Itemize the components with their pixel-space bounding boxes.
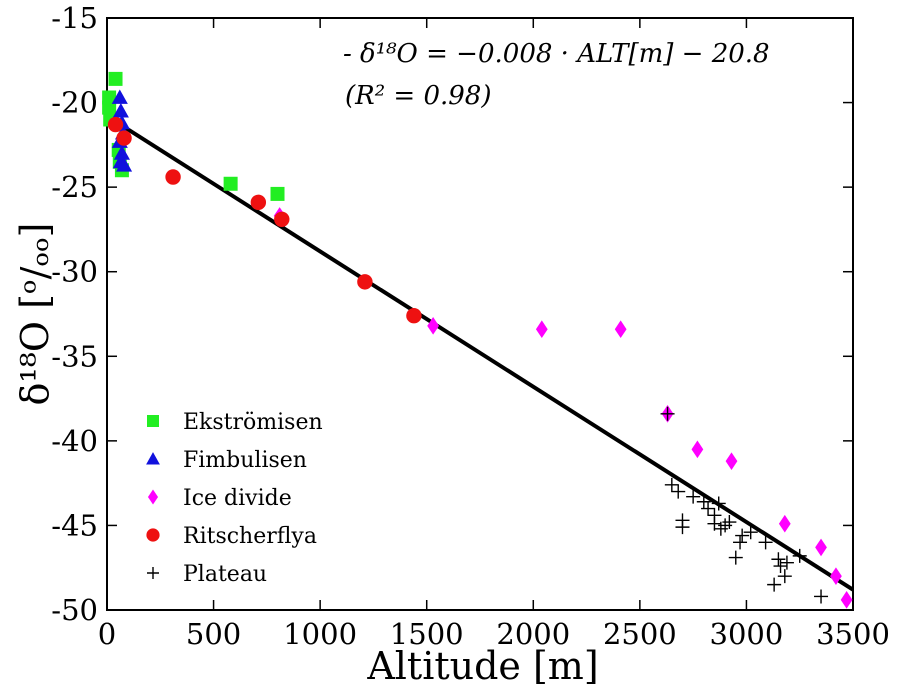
x-axis: 0 500 1000 1500 2000 2500 3000 3500 <box>98 18 890 651</box>
data-point <box>614 320 627 339</box>
y-axis-title: δ¹⁸O [ᵒ/ₒₒ] <box>13 223 57 406</box>
legend-label: Ice divide <box>183 486 292 511</box>
data-point <box>671 484 686 499</box>
data-point <box>165 169 181 185</box>
legend-label: Ekströmisen <box>183 410 323 435</box>
data-point <box>535 320 548 339</box>
regression-line <box>105 114 855 592</box>
data-point <box>711 496 726 511</box>
x-tick-label: 1000 <box>283 617 357 651</box>
data-point <box>270 186 285 201</box>
plot-frame <box>106 17 854 611</box>
x-tick-label: 3000 <box>710 617 784 651</box>
data-point <box>102 100 117 115</box>
legend-label: Plateau <box>183 562 267 587</box>
data-point <box>691 440 704 459</box>
legend-marker <box>147 489 159 505</box>
series-circle <box>107 116 422 324</box>
legend: Ekströmisen Fimbulisen Ice divide Ritscherf… <box>146 410 323 587</box>
legend-marker <box>147 567 159 579</box>
data-point <box>830 567 842 585</box>
data-point <box>773 559 788 574</box>
x-axis-title: Altitude [m] <box>366 644 598 688</box>
data-point <box>771 552 786 567</box>
data-point <box>814 589 829 604</box>
data-point <box>733 535 748 550</box>
data-point <box>767 577 782 592</box>
data-point <box>113 145 130 160</box>
data-point <box>778 514 791 533</box>
data-point <box>357 274 373 290</box>
y-tick-label: -30 <box>51 255 98 289</box>
data-point <box>758 535 773 550</box>
annotation-r-squared: (R² = 0.98) <box>345 81 492 111</box>
data-point <box>660 406 675 421</box>
data-point <box>701 501 716 516</box>
y-tick-label: -50 <box>51 593 98 627</box>
legend-label: Fimbulisen <box>183 448 307 473</box>
data-point <box>792 548 807 563</box>
data-point <box>223 176 238 191</box>
y-tick-label: -35 <box>51 339 98 373</box>
fit-annotation: - δ¹⁸O = −0.008 · ALT[m] − 20.8 (R² = 0.… <box>343 39 770 111</box>
data-point <box>675 520 690 535</box>
data-point <box>406 307 422 324</box>
data-point <box>116 130 132 146</box>
x-tick-label: 3500 <box>816 617 890 651</box>
y-tick-label: -25 <box>51 170 98 204</box>
y-tick-label: -15 <box>51 1 98 35</box>
legend-marker <box>146 528 160 542</box>
series-plus <box>660 406 829 604</box>
legend-label: Ritscherflya <box>183 524 317 549</box>
data-point <box>274 211 290 227</box>
data-points <box>102 71 853 609</box>
legend-marker <box>147 415 159 427</box>
data-point <box>112 102 129 118</box>
x-tick-label: 1500 <box>390 617 464 651</box>
data-point <box>427 317 439 335</box>
data-point <box>664 477 679 492</box>
data-point <box>743 525 758 540</box>
x-tick-label: 2000 <box>496 617 570 651</box>
y-tick-label: -40 <box>51 424 98 458</box>
x-tick-label: 500 <box>186 617 241 651</box>
data-point <box>728 550 743 565</box>
data-point <box>108 71 123 86</box>
x-tick-label: 0 <box>98 617 116 651</box>
data-point <box>779 555 794 570</box>
data-point <box>725 452 738 470</box>
y-tick-label: -20 <box>51 86 98 120</box>
legend-marker <box>146 452 160 465</box>
x-tick-label: 2500 <box>603 617 677 651</box>
annotation-equation: - δ¹⁸O = −0.008 · ALT[m] − 20.8 <box>343 39 770 69</box>
data-point <box>107 116 124 133</box>
y-axis: -50 -45 -40 -35 -30 -25 -20 -15 <box>51 1 853 627</box>
data-point <box>116 157 133 172</box>
y-tick-label: -45 <box>51 508 98 542</box>
data-point <box>840 591 853 609</box>
data-point <box>722 515 737 530</box>
data-point <box>686 489 701 504</box>
data-point <box>777 569 792 584</box>
data-point <box>111 89 128 104</box>
data-point <box>815 538 827 557</box>
data-point <box>250 194 267 211</box>
data-point <box>735 528 750 543</box>
